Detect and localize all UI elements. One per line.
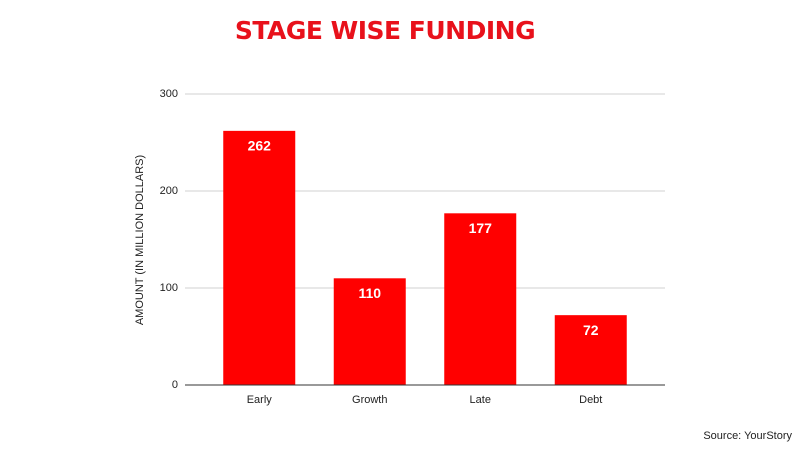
y-tick-label: 200 — [160, 185, 178, 197]
y-axis-title: AMOUNT (IN MILLION DOLLARS) — [134, 155, 146, 325]
value-label: 110 — [358, 285, 381, 301]
y-tick-label: 100 — [160, 282, 178, 294]
chart-title: STAGE WISE FUNDING — [235, 16, 535, 45]
bar — [333, 278, 406, 385]
bar — [223, 130, 296, 385]
value-label: 262 — [248, 138, 272, 154]
x-tick-label: Early — [247, 394, 273, 406]
x-tick-label: Debt — [579, 394, 602, 406]
y-tick-label: 0 — [172, 379, 178, 391]
bar — [554, 315, 627, 385]
source-note: Source: YourStory — [703, 430, 792, 442]
x-tick-label: Late — [470, 394, 491, 406]
value-label: 72 — [583, 322, 599, 338]
x-tick-label: Growth — [352, 394, 387, 406]
value-label: 177 — [469, 220, 493, 236]
y-tick-label: 300 — [160, 88, 178, 100]
bar — [444, 213, 517, 385]
